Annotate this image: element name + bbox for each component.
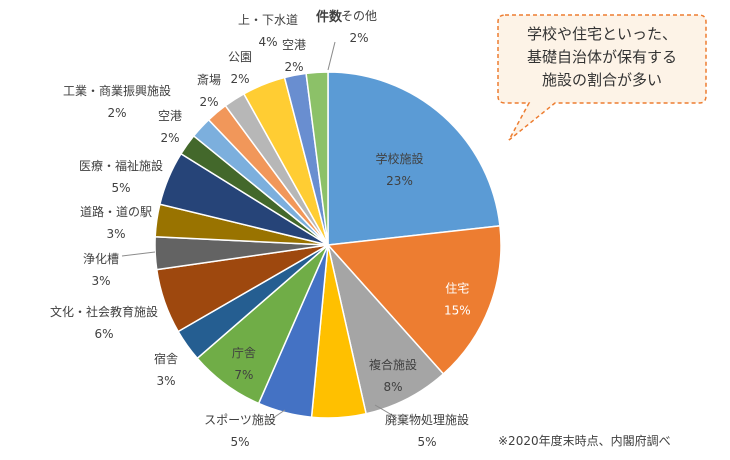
- slice-value-label: 3%: [156, 374, 175, 388]
- slice-category-label: 廃棄物処理施設: [385, 412, 469, 427]
- slice-category-label: 空港: [282, 38, 306, 52]
- slice-value-label: 5%: [111, 181, 130, 195]
- slice-label: 複合施設 8%: [369, 357, 417, 394]
- slice-value-label: 2%: [284, 60, 303, 74]
- slice-category-label: 宿舎: [154, 351, 178, 366]
- slice-category-label: 空港: [158, 109, 182, 123]
- pie-slice: [327, 71, 501, 246]
- slice-value-label: 2%: [107, 106, 126, 120]
- slice-value-label: 2%: [230, 72, 249, 86]
- slice-label: 庁舎 7%: [232, 346, 256, 382]
- slice-category-label: 文化・社会教育施設: [50, 304, 158, 319]
- slice-category-label: 医療・福祉施設: [79, 158, 163, 173]
- leader-line: [374, 404, 398, 419]
- leader-line: [327, 41, 336, 71]
- slice-category-label: 工業・商業振興施設: [63, 83, 171, 98]
- pie-slice: [305, 71, 329, 246]
- slice-label: 空港 2%: [282, 38, 306, 74]
- slice-value-label: 6%: [94, 327, 113, 341]
- slice-category-label: 浄化槽: [83, 252, 119, 266]
- slice-category-label: 複合施設: [369, 357, 417, 372]
- callout-line-1: 学校や住宅といった、: [526, 25, 677, 43]
- slice-value-label: 3%: [91, 274, 110, 288]
- slice-label: 道路・道の駅 3%: [80, 204, 152, 241]
- slice-label: 公園 2%: [228, 50, 252, 86]
- slice-value-label: 2%: [349, 31, 368, 45]
- callout-text: 学校や住宅といった、 基礎自治体が保有する 施設の割合が多い: [497, 23, 707, 92]
- slice-category-label: 学校施設: [376, 151, 424, 166]
- slice-label: スポーツ施設 5%: [204, 412, 276, 449]
- pie-slice: [326, 224, 502, 375]
- slice-label: 工業・商業振興施設 2%: [63, 83, 171, 120]
- slice-value-label: 8%: [383, 380, 402, 394]
- slice-category-label: その他: [341, 9, 377, 23]
- slice-value-label: 2%: [199, 95, 218, 109]
- slice-label: 空港 2%: [158, 109, 182, 145]
- slice-label: 上・下水道 4%: [238, 13, 298, 49]
- chart-title: 件数: [316, 10, 343, 25]
- slice-value-label: 2%: [160, 131, 179, 145]
- slice-category-label: 道路・道の駅: [80, 204, 152, 219]
- callout-shape: [497, 14, 707, 141]
- slice-label: 住宅 15%: [444, 280, 471, 317]
- leader-line: [269, 409, 286, 421]
- footnote: ※2020年度末時点、内閣府調べ: [498, 434, 671, 448]
- callout-line-2: 基礎自治体が保有する: [526, 48, 677, 66]
- slice-category-label: 公園: [228, 50, 252, 64]
- slice-value-label: 4%: [258, 35, 277, 49]
- slice-category-label: 庁舎: [232, 346, 256, 360]
- slice-category-label: 斎場: [197, 72, 221, 87]
- slice-value-label: 15%: [444, 303, 471, 317]
- slice-value-label: 5%: [417, 435, 436, 449]
- slice-label: 学校施設 23%: [376, 151, 424, 188]
- slice-label: 宿舎 3%: [154, 351, 178, 388]
- slice-category-label: 住宅: [445, 280, 469, 295]
- slice-category-label: 上・下水道: [238, 13, 298, 27]
- callout-box: 学校や住宅といった、 基礎自治体が保有する 施設の割合が多い: [497, 14, 707, 141]
- slice-label: その他 2%: [341, 9, 377, 45]
- slice-label: 文化・社会教育施設 6%: [50, 304, 158, 341]
- callout-line-3: 施設の割合が多い: [541, 71, 662, 89]
- slice-value-label: 23%: [386, 174, 413, 188]
- slice-label: 斎場 2%: [197, 72, 221, 109]
- slice-label: 浄化槽 3%: [83, 252, 119, 288]
- slice-value-label: 7%: [234, 368, 253, 382]
- slice-value-label: 3%: [106, 227, 125, 241]
- slice-value-label: 5%: [230, 435, 249, 449]
- slice-category-label: スポーツ施設: [204, 412, 276, 427]
- slice-label: 医療・福祉施設 5%: [79, 158, 163, 195]
- slice-label: 廃棄物処理施設 5%: [385, 412, 469, 449]
- leader-line: [121, 251, 156, 257]
